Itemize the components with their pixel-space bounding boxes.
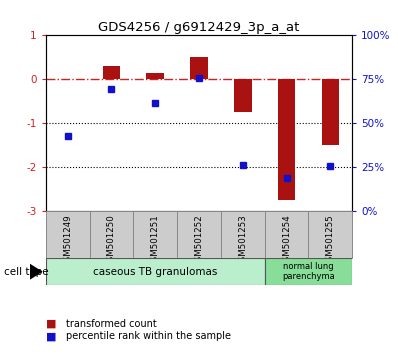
Bar — [278, 79, 295, 200]
Text: percentile rank within the sample: percentile rank within the sample — [66, 331, 231, 341]
Bar — [265, 258, 352, 285]
Bar — [133, 211, 177, 258]
Bar — [234, 79, 252, 112]
Bar — [103, 66, 120, 79]
Text: ■: ■ — [46, 331, 56, 341]
Text: GSM501253: GSM501253 — [238, 215, 247, 267]
Text: GSM501255: GSM501255 — [326, 215, 335, 267]
Text: GSM501249: GSM501249 — [63, 215, 72, 267]
Text: cell type: cell type — [4, 267, 49, 277]
Bar — [146, 73, 164, 79]
Bar — [46, 211, 90, 258]
Polygon shape — [30, 264, 43, 280]
Text: ■: ■ — [46, 319, 56, 329]
Bar — [190, 57, 208, 79]
Text: GSM501251: GSM501251 — [151, 215, 160, 267]
Bar — [265, 211, 308, 258]
Title: GDS4256 / g6912429_3p_a_at: GDS4256 / g6912429_3p_a_at — [98, 21, 300, 34]
Text: GSM501250: GSM501250 — [107, 215, 116, 267]
Bar — [308, 211, 352, 258]
Bar — [90, 211, 133, 258]
Bar — [46, 258, 265, 285]
Text: transformed count: transformed count — [66, 319, 156, 329]
Text: GSM501254: GSM501254 — [282, 215, 291, 267]
Bar — [221, 211, 265, 258]
Text: normal lung
parenchyma: normal lung parenchyma — [282, 262, 335, 281]
Text: GSM501252: GSM501252 — [195, 215, 203, 267]
Bar — [177, 211, 221, 258]
Text: caseous TB granulomas: caseous TB granulomas — [93, 267, 217, 277]
Bar — [322, 79, 339, 145]
